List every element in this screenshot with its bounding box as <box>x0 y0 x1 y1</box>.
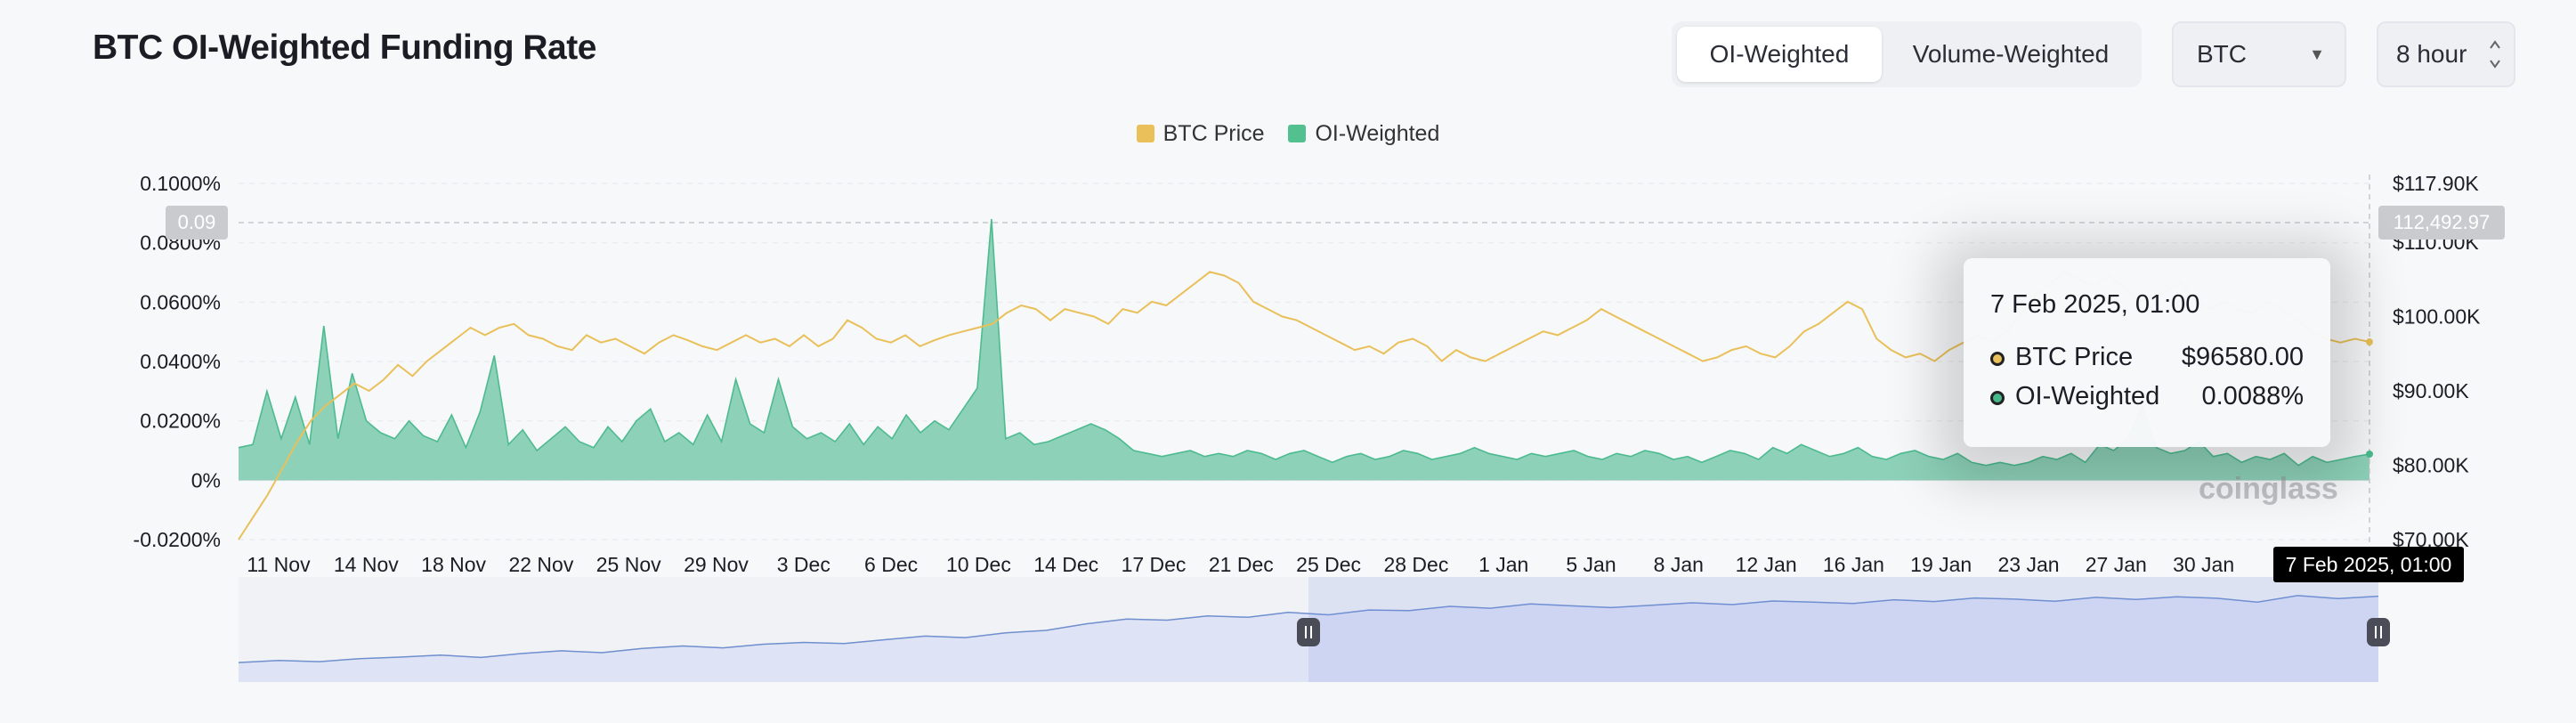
crosshair-right-badge: 112,492.97 <box>2378 206 2505 240</box>
funding-area-fill <box>239 219 2369 481</box>
chart-tooltip: 7 Feb 2025, 01:00 BTC Price $96580.00 OI… <box>1964 258 2330 447</box>
y-right-tick-label: $117.90K <box>2393 172 2479 195</box>
price-point-marker <box>2366 338 2373 346</box>
legend-item-btc-price[interactable]: BTC Price <box>1136 121 1265 147</box>
chart-legend: BTC Price OI-Weighted <box>0 121 2576 147</box>
x-tick-label: 12 Jan <box>1736 553 1797 576</box>
interval-select-value: 8 hour <box>2396 40 2467 68</box>
legend-label-btc-price: BTC Price <box>1162 121 1265 146</box>
x-tick-label: 11 Nov <box>247 553 311 576</box>
weighting-toggle: OI-Weighted Volume-Weighted <box>1672 21 2142 87</box>
tooltip-row-value: $96580.00 <box>2181 343 2304 371</box>
y-left-tick-label: 0.0200% <box>140 410 221 433</box>
range-navigator <box>238 577 2390 682</box>
navigator-handle-right[interactable] <box>2367 618 2390 646</box>
x-tick-label: 5 Jan <box>1566 553 1616 576</box>
y-left-tick-label: -0.0200% <box>134 528 221 551</box>
x-tick-label: 23 Jan <box>1997 553 2059 576</box>
x-tick-label: 16 Jan <box>1823 553 1884 576</box>
y-left-tick-label: 0% <box>191 468 221 491</box>
crosshair <box>239 175 2373 547</box>
crosshair-date-badge: 7 Feb 2025, 01:00 <box>2273 547 2464 582</box>
tab-volume-weighted[interactable]: Volume-Weighted <box>1912 40 2110 68</box>
x-tick-label: 18 Nov <box>421 553 486 576</box>
x-tick-label: 21 Dec <box>1209 553 1274 576</box>
x-tick-label: 28 Dec <box>1383 553 1448 576</box>
y-right-tick-label: $80.00K <box>2393 453 2469 476</box>
page-title: BTC OI-Weighted Funding Rate <box>93 28 596 67</box>
x-tick-label: 25 Nov <box>596 553 661 576</box>
tooltip-row-name: OI-Weighted <box>2015 382 2160 410</box>
funding-area <box>238 218 2370 481</box>
crosshair-left-badge: 0.09 <box>166 206 228 240</box>
watermark-logo: coinglass <box>2199 472 2338 506</box>
x-tick-label: 3 Dec <box>777 553 830 576</box>
x-tick-label: 14 Dec <box>1033 553 1098 576</box>
funding-line <box>238 218 2370 467</box>
x-tick-label: 27 Jan <box>2086 553 2147 576</box>
y-right-tick-label: $90.00K <box>2393 379 2469 402</box>
x-tick-label: 30 Jan <box>2173 553 2234 576</box>
interval-select[interactable]: 8 hour <box>2377 21 2515 87</box>
navigator-selection <box>1308 577 2378 682</box>
x-axis: 11 Nov 14 Nov 18 Nov 22 Nov 25 Nov 29 Nov 3 De… <box>247 553 2297 576</box>
y-right-tick-label: $100.00K <box>2393 305 2481 328</box>
tooltip-row-btc-price: BTC Price $96580.00 <box>1990 343 2304 382</box>
tooltip-dot-icon <box>1990 391 2005 405</box>
tooltip-dot-icon <box>1990 352 2005 366</box>
y-left-tick-label: 0.0400% <box>140 350 221 373</box>
x-tick-label: 29 Nov <box>684 553 749 576</box>
x-tick-label: 1 Jan <box>1478 553 1528 576</box>
tooltip-row-name: BTC Price <box>2015 343 2134 371</box>
legend-swatch-oi-weighted <box>1288 125 1307 142</box>
coin-select-value: BTC <box>2197 40 2247 68</box>
x-tick-label: 19 Jan <box>1910 553 1972 576</box>
chevron-down-icon: ▼ <box>2309 45 2325 63</box>
legend-swatch-btc-price <box>1136 125 1154 142</box>
navigator-line <box>238 595 2379 663</box>
x-tick-label: 10 Dec <box>946 553 1011 576</box>
legend-label-oi-weighted: OI-Weighted <box>1315 121 1440 146</box>
tooltip-row-value: 0.0088% <box>2201 382 2305 410</box>
tooltip-date: 7 Feb 2025, 01:00 <box>1990 290 2200 319</box>
x-tick-label: 8 Jan <box>1654 553 1704 576</box>
x-tick-label: 17 Dec <box>1122 553 1187 576</box>
legend-item-oi-weighted[interactable]: OI-Weighted <box>1288 121 1439 147</box>
navigator-handle-left[interactable] <box>1297 618 1320 646</box>
funding-point-marker <box>2366 451 2373 458</box>
tab-oi-weighted[interactable]: OI-Weighted <box>1677 27 1882 82</box>
x-tick-label: 25 Dec <box>1296 553 1361 576</box>
x-tick-label: 6 Dec <box>864 553 918 576</box>
y-left-tick-label: 0.1000% <box>140 172 221 195</box>
coin-select[interactable]: BTC ▼ <box>2172 21 2346 87</box>
x-tick-label: 14 Nov <box>334 553 399 576</box>
up-down-chevron-icon <box>2490 40 2500 69</box>
y-left-tick-label: 0.0600% <box>140 290 221 313</box>
x-tick-label: 22 Nov <box>508 553 573 576</box>
tooltip-row-oi-weighted: OI-Weighted 0.0088% <box>1990 382 2304 421</box>
